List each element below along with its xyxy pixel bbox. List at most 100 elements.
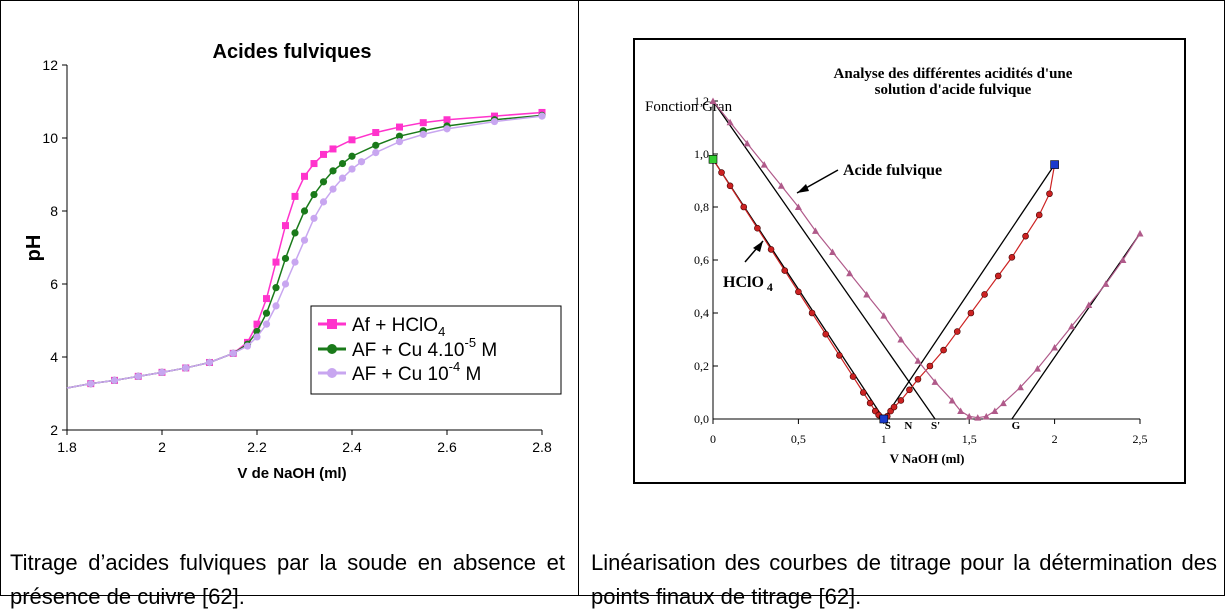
left-y-axis-label: pH	[23, 235, 45, 262]
left-chart-title: Acides fulviques	[213, 41, 372, 63]
data-point	[158, 368, 166, 376]
data-point	[967, 309, 975, 317]
right-marked-points: S N S' G	[885, 420, 1021, 432]
data-point	[890, 403, 898, 411]
data-point	[319, 198, 328, 206]
x-tick-label: 0	[710, 432, 716, 446]
data-point	[348, 136, 356, 144]
data-point	[808, 309, 816, 317]
data-point	[836, 352, 843, 359]
x-tick-label: 2.8	[532, 439, 552, 455]
data-point	[822, 330, 830, 338]
data-point	[781, 267, 789, 274]
data-point	[205, 358, 214, 367]
data-point	[182, 364, 190, 372]
data-point	[282, 222, 289, 230]
data-point	[134, 372, 142, 380]
data-point	[263, 295, 270, 303]
right-y-axis-label: Fonction Gran	[645, 99, 733, 115]
data-point	[981, 291, 988, 298]
left-caption: Titrage d’acides fulviques par la soude …	[10, 550, 565, 609]
y-tick-label: 10	[42, 130, 58, 146]
right-chart-title-line2: solution d'acide fulvique	[875, 82, 1032, 98]
data-point	[538, 112, 546, 120]
data-point	[999, 399, 1007, 407]
data-point	[754, 224, 761, 232]
data-point	[300, 207, 309, 215]
left-series-group	[66, 108, 546, 389]
data-point	[319, 178, 328, 186]
right-chart-frame	[633, 38, 1186, 484]
data-point	[262, 309, 271, 317]
data-point	[897, 336, 905, 343]
x-tick-label: 2,5	[1133, 432, 1148, 446]
data-point	[490, 117, 499, 126]
marked-point-label: S'	[931, 420, 940, 432]
data-point	[880, 312, 888, 319]
data-point	[1085, 301, 1093, 309]
y-tick-label: 1,2	[694, 94, 709, 108]
data-point	[443, 116, 451, 124]
y-tick-label: 0,8	[694, 200, 709, 214]
arrow-head-icon	[797, 184, 809, 193]
arrow-head-icon	[753, 241, 763, 252]
data-point	[948, 396, 956, 404]
data-point	[1119, 256, 1127, 263]
page-frame	[0, 0, 1225, 596]
annotation-hclo4: HClO 4	[723, 240, 773, 294]
data-point	[272, 284, 280, 292]
data-point	[491, 112, 498, 120]
data-point	[396, 123, 403, 131]
data-point	[419, 119, 427, 127]
data-point	[709, 97, 717, 104]
end-square-marker	[1050, 160, 1059, 169]
data-point	[419, 130, 427, 138]
right-series-group	[708, 97, 1144, 424]
data-point	[372, 141, 380, 149]
data-point	[272, 302, 280, 310]
data-point	[1046, 190, 1053, 198]
data-point	[777, 182, 785, 189]
chart-canvas: Acides fulviques 1.8 2 2.2 2.4 2.6 2.8 246810…	[23, 41, 1148, 482]
data-point	[860, 389, 867, 396]
data-point	[1008, 254, 1016, 261]
legend-circle-marker	[327, 344, 337, 354]
data-point	[1051, 343, 1059, 351]
annotation-label: Acide fulvique	[843, 162, 942, 179]
y-tick-label: 1,0	[694, 147, 709, 161]
data-point	[372, 149, 380, 157]
data-point	[897, 397, 905, 404]
data-point	[272, 258, 280, 266]
legend-square-marker	[327, 319, 337, 329]
data-point	[982, 412, 990, 420]
data-point	[291, 229, 299, 237]
right-chart-title-line1: Analyse des différentes acidités d'une	[834, 66, 1073, 82]
data-point	[863, 290, 871, 298]
data-point	[348, 152, 356, 160]
data-point	[795, 288, 802, 296]
data-point	[965, 412, 973, 420]
panel-divider	[578, 0, 579, 596]
y-tick-label: 0,6	[694, 253, 709, 267]
data-point	[329, 167, 337, 175]
data-point	[1016, 383, 1024, 391]
legend-label: AF + Cu 10-4 M	[352, 359, 481, 385]
data-point	[338, 174, 347, 182]
data-point	[87, 380, 95, 388]
legend-circle-marker	[327, 368, 337, 378]
data-point	[926, 362, 934, 370]
data-point	[846, 269, 854, 277]
data-point	[253, 320, 261, 328]
left-x-axis-label: V de NaOH (ml)	[237, 465, 346, 482]
data-point	[329, 185, 337, 193]
data-point	[300, 236, 309, 244]
x-tick-label: 2	[158, 439, 166, 455]
data-point	[1102, 280, 1110, 287]
data-point	[262, 320, 271, 328]
data-point	[767, 246, 775, 253]
data-point	[906, 386, 913, 394]
y-tick-label: 2	[50, 422, 58, 438]
left-legend: Af + HClO4 AF + Cu 4.10-5 M AF + Cu 10-4…	[310, 305, 562, 395]
data-point	[395, 138, 404, 146]
data-point	[281, 254, 290, 263]
